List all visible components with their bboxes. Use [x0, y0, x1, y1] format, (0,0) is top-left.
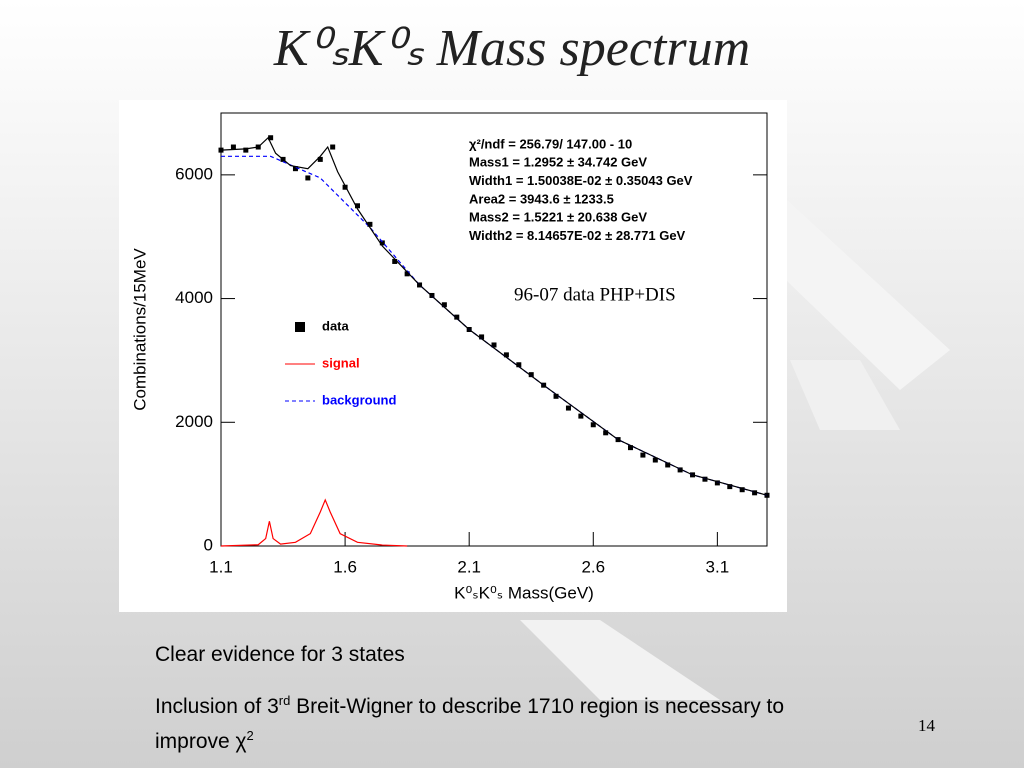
data-point	[677, 467, 683, 473]
x-tick-label: 1.1	[209, 557, 233, 576]
data-point	[330, 144, 336, 150]
y-axis-label: Combinations/15MeV	[130, 248, 149, 411]
data-point	[553, 393, 559, 399]
data-point	[479, 334, 485, 340]
annotation: χ²/ndf = 256.79/ 147.00 - 10	[469, 136, 632, 151]
data-point	[528, 372, 534, 378]
data-point	[739, 487, 745, 493]
data-point	[516, 362, 522, 368]
y-tick-label: 2000	[175, 412, 213, 431]
annotation: Mass1 = 1.2952 ± 34.742 GeV	[469, 155, 647, 170]
data-point	[404, 271, 410, 277]
y-tick-label: 6000	[175, 164, 213, 183]
data-point	[305, 175, 311, 181]
data-point	[355, 203, 360, 209]
bullet: Clear evidence for 3 states	[155, 643, 405, 666]
data-point	[243, 147, 249, 153]
data-point	[503, 352, 509, 358]
curve	[220, 136, 768, 496]
annotation: Area2 = 3943.6 ± 1233.5	[469, 191, 614, 206]
data-point	[454, 314, 460, 320]
data-point	[441, 302, 447, 308]
data-point	[578, 413, 584, 419]
data-point	[590, 422, 596, 428]
data-point	[292, 166, 298, 172]
data-point	[367, 221, 373, 227]
legend-label: signal	[322, 355, 360, 370]
data-point	[702, 476, 708, 482]
superscript: rd	[278, 693, 291, 708]
annotation: Width1 = 1.50038E-02 ± 0.35043 GeV	[469, 173, 693, 188]
data-point	[603, 430, 609, 436]
data-point	[218, 147, 224, 153]
data-point	[565, 405, 571, 411]
bullet: Inclusion of 3rd Breit-Wigner to describ…	[155, 686, 795, 756]
data-point	[342, 184, 348, 190]
data-point	[230, 144, 236, 150]
data-point	[379, 240, 385, 246]
data-point	[640, 452, 646, 458]
chart: 0 2000 4000 6000 1.1 1.6 2.1 2.6 3.1 K⁰ₛK⁰ₛ Mass(…	[119, 100, 787, 612]
slide-title: K⁰ₛK⁰ₛ Mass spectrum	[273, 20, 751, 77]
y-tick-label: 0	[204, 535, 213, 554]
legend-label: background	[322, 392, 396, 407]
data-point	[752, 490, 758, 496]
x-tick-label: 3.1	[706, 557, 730, 576]
x-axis-label: K⁰ₛK⁰ₛ Mass(GeV)	[454, 583, 594, 602]
x-tick-label: 1.6	[333, 557, 357, 576]
data-point	[317, 156, 323, 162]
data-point	[392, 258, 398, 264]
text: Breit-Wigner to describe 1710 region is …	[155, 695, 785, 753]
superscript: 2	[246, 728, 254, 743]
data-point	[727, 484, 733, 490]
data-point	[714, 480, 720, 486]
data-point	[652, 457, 658, 463]
plot-frame	[220, 112, 768, 547]
curve	[220, 498, 408, 547]
text: Inclusion of 3	[155, 695, 279, 718]
data-point	[628, 445, 633, 451]
annotation: 96-07 data PHP+DIS	[514, 284, 676, 305]
page-number: 14	[918, 716, 935, 735]
data-point	[665, 462, 671, 468]
annotation: Width2 = 8.14657E-02 ± 28.771 GeV	[469, 228, 686, 243]
data-point	[491, 342, 497, 348]
legend-marker	[295, 322, 305, 332]
y-tick-label: 4000	[175, 288, 213, 307]
annotation: Mass2 = 1.5221 ± 20.638 GeV	[469, 210, 647, 225]
x-tick-label: 2.6	[581, 557, 605, 576]
legend-label: data	[322, 318, 350, 333]
x-tick-label: 2.1	[457, 557, 481, 576]
data-point	[268, 135, 274, 141]
